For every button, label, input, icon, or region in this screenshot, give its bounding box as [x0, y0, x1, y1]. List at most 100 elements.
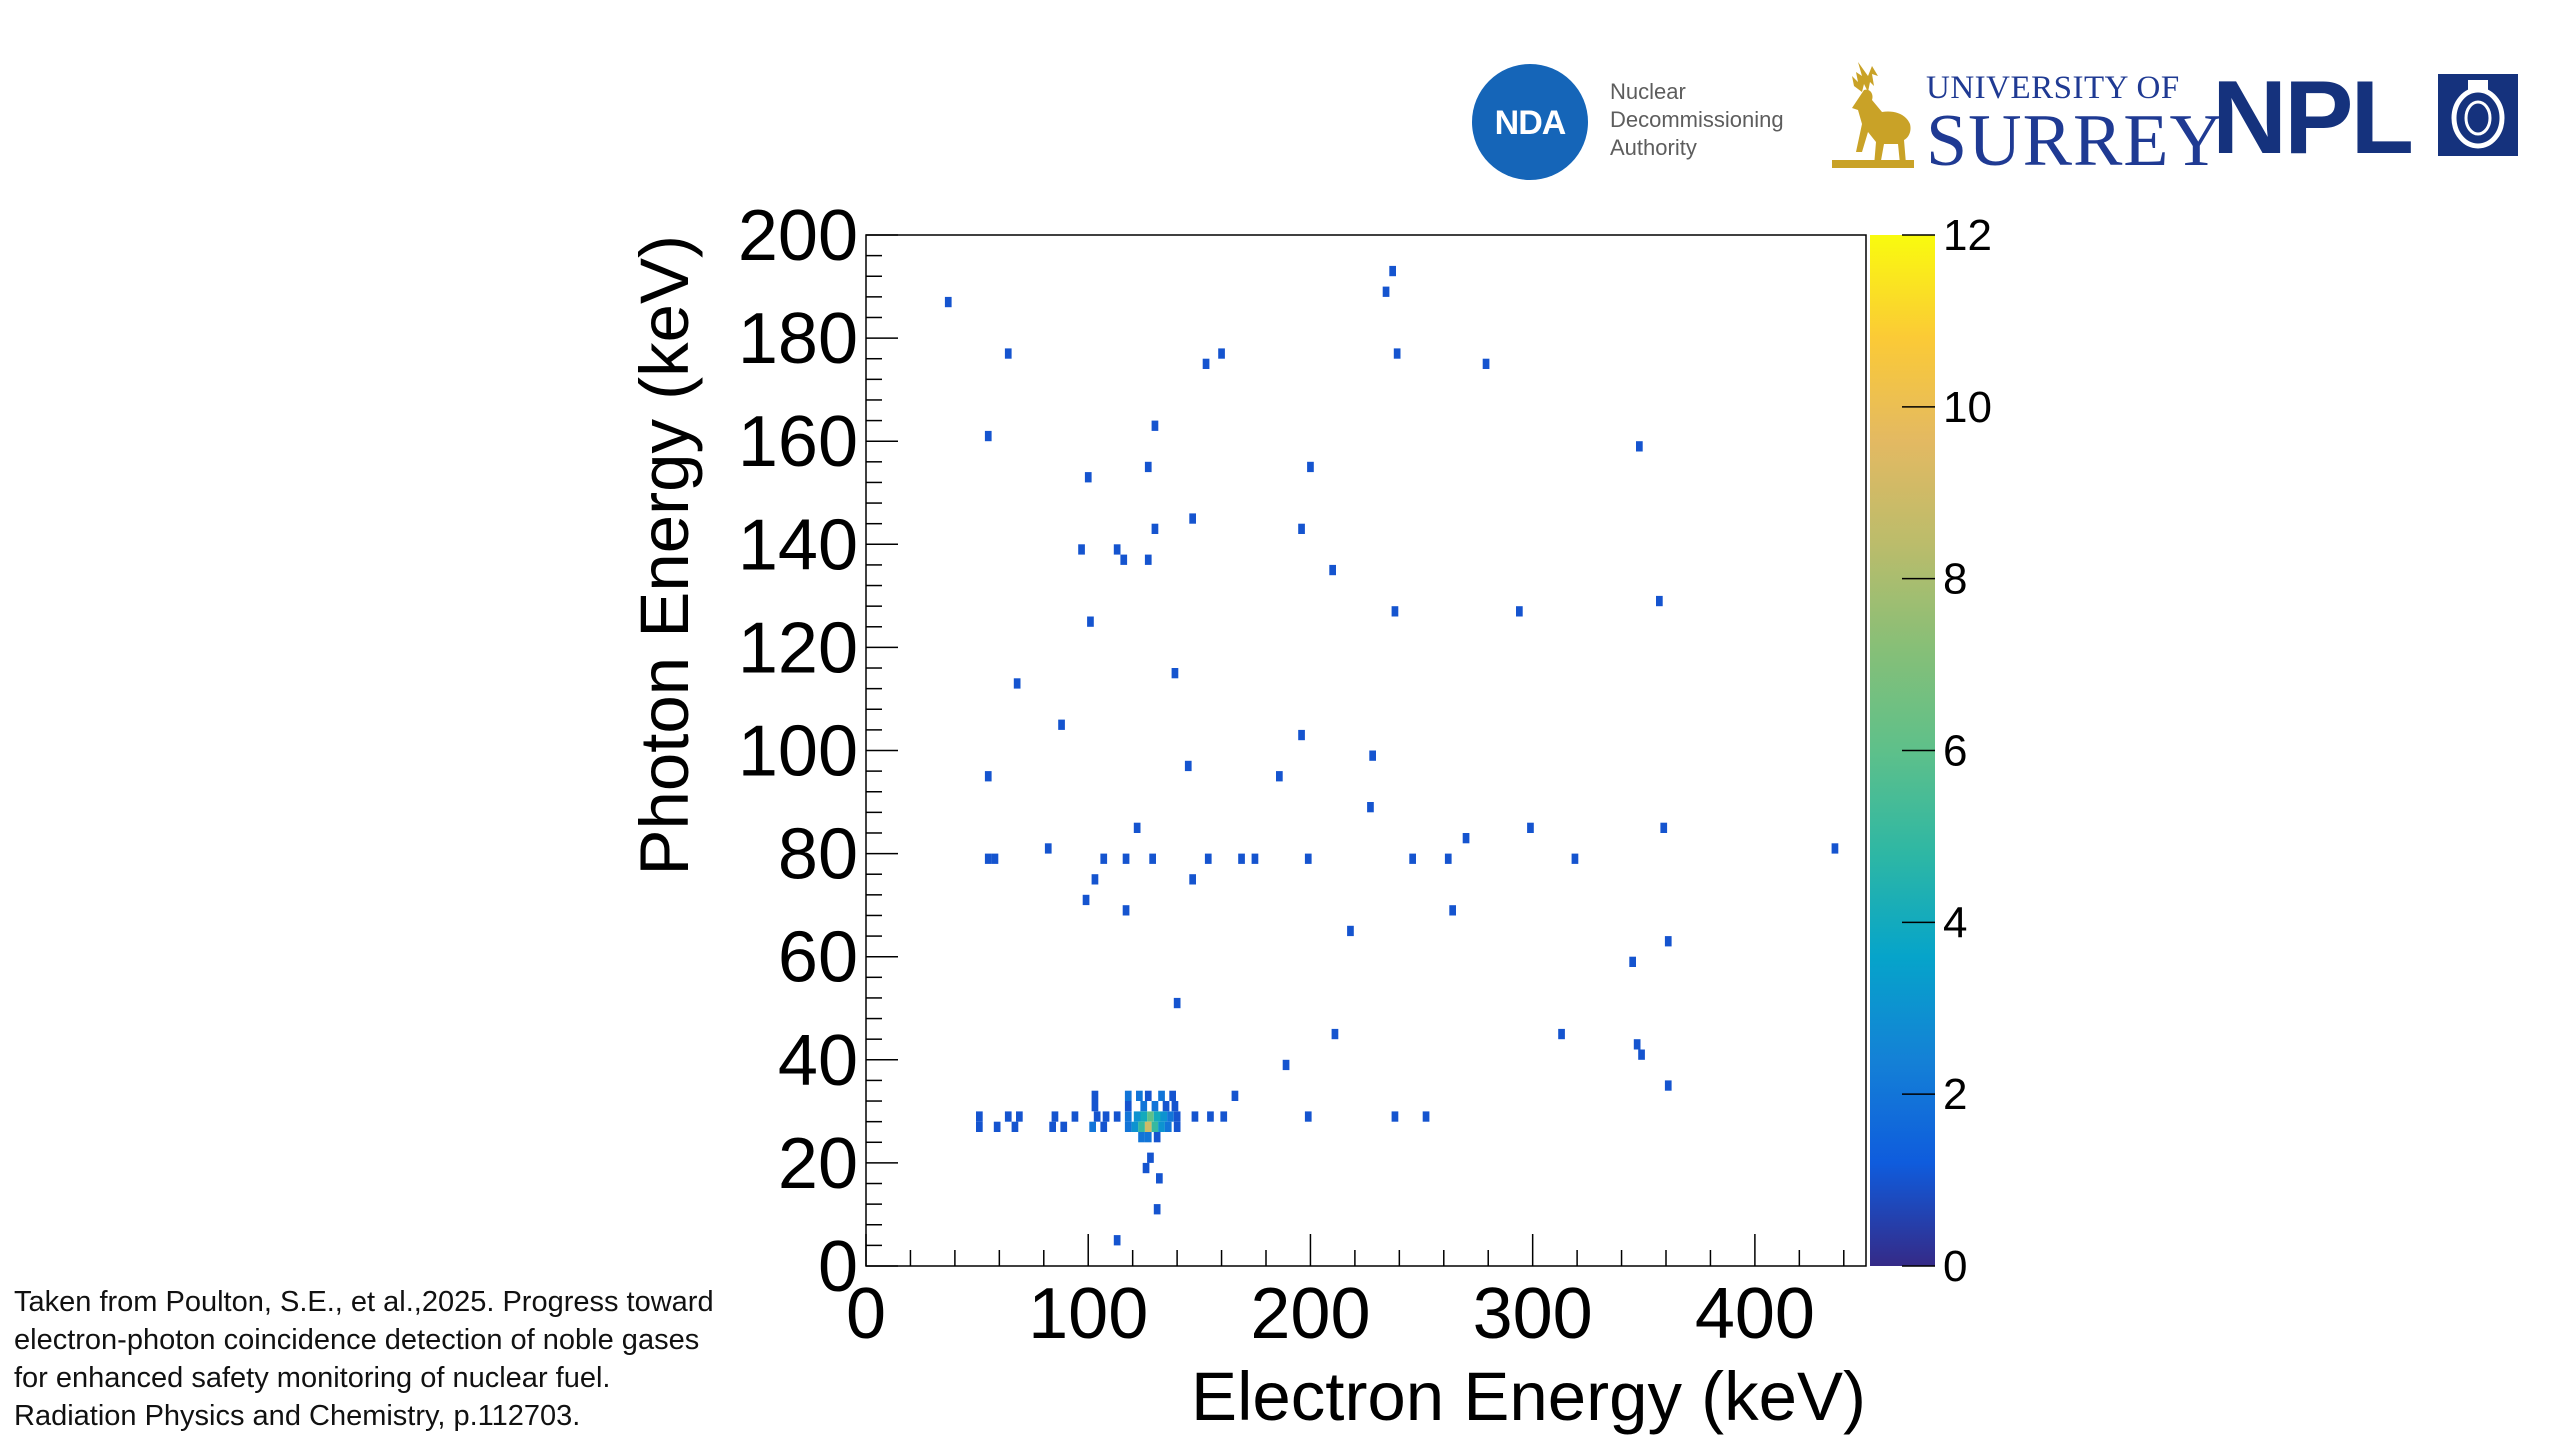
heatmap-bin [1391, 606, 1399, 617]
heatmap-bin [1173, 1111, 1181, 1122]
colorbar-tick-label: 8 [1943, 555, 1967, 604]
heatmap-bin [1162, 1101, 1170, 1112]
heatmap-bin [1051, 1111, 1059, 1122]
surrey-stag-icon [1832, 62, 1914, 168]
heatmap-bin [1389, 265, 1396, 277]
nda-name-line-3: Authority [1610, 135, 1697, 160]
heatmap-bin [1831, 843, 1839, 854]
heatmap-bin [1133, 822, 1141, 833]
x-tick-label: 0 [846, 1274, 886, 1354]
heatmap-bin [1171, 668, 1179, 679]
heatmap-bin [1156, 1173, 1163, 1184]
heatmap-bins [944, 265, 1839, 1246]
heatmap-bin [1660, 822, 1668, 833]
nda-logo-circle [1472, 64, 1588, 180]
heatmap-bin [1100, 1121, 1108, 1132]
heatmap-bin [1220, 1111, 1228, 1122]
heatmap-bin [1304, 853, 1312, 864]
heatmap-bin [1122, 853, 1130, 864]
heatmap-bin [1331, 1028, 1339, 1040]
heatmap-bin [1004, 1111, 1012, 1122]
y-tick-label: 20 [778, 1124, 858, 1204]
heatmap-bin [1167, 1111, 1174, 1122]
heatmap-bin [1091, 1101, 1099, 1112]
citation: Taken from Poulton, S.E., et al.,2025. P… [14, 1283, 824, 1435]
heatmap-bin [1171, 1101, 1179, 1112]
heatmap-bin [1091, 1090, 1099, 1101]
heatmap-bin [1304, 1111, 1312, 1122]
heatmap-bin [1144, 461, 1152, 473]
heatmap-bin [1138, 1132, 1145, 1143]
y-axis: 0 20 40 60 80 100 120 140 160 180 200 [738, 196, 898, 1307]
heatmap-bin [1571, 853, 1579, 864]
citation-line-4: Radiation Physics and Chemistry, p.11270… [14, 1400, 581, 1432]
heatmap-bin [1238, 853, 1245, 864]
heatmap-bin [993, 1121, 1001, 1132]
heatmap-bin [1151, 1101, 1159, 1112]
heatmap-bin [1202, 358, 1210, 369]
heatmap-bin [1189, 513, 1196, 524]
heatmap-bin [1282, 1059, 1290, 1071]
heatmap-bin [1164, 1121, 1172, 1132]
heatmap-bin [1444, 853, 1452, 864]
nda-logo: NDA [1472, 64, 1588, 180]
heatmap-bin [1144, 1121, 1152, 1132]
heatmap-bin [984, 430, 992, 442]
colorbar-axis: 0 2 4 6 8 10 12 [1902, 211, 1992, 1291]
heatmap-bin [1369, 750, 1376, 761]
npl-logo: NPL [2212, 60, 2414, 176]
heatmap-bin [1087, 616, 1094, 627]
heatmap-bin [1133, 1111, 1141, 1122]
heatmap-bin [1113, 1235, 1121, 1246]
heatmap-bin [1307, 461, 1314, 473]
heatmap-bin [1656, 595, 1663, 607]
heatmap-bin [1102, 1111, 1110, 1122]
y-tick-label: 140 [738, 505, 858, 585]
colorbar-tick-label: 6 [1943, 727, 1967, 776]
heatmap-bin [1113, 544, 1121, 555]
citation-line-1: Taken from Poulton, S.E., et al.,2025. P… [14, 1286, 714, 1318]
heatmap-bin [1144, 1132, 1152, 1143]
heatmap-bin [1449, 905, 1456, 916]
y-tick-label: 160 [738, 402, 858, 482]
heatmap-bin [1058, 719, 1065, 730]
heatmap-bin [1091, 874, 1099, 885]
heatmap-bin [1169, 1090, 1176, 1101]
heatmap-bin [1122, 905, 1130, 916]
y-tick-label: 40 [778, 1021, 858, 1101]
heatmap-bin [944, 296, 952, 308]
y-tick-label: 100 [738, 712, 858, 792]
y-axis-label: Photon Energy (keV) [626, 235, 703, 876]
heatmap-bin [1084, 472, 1092, 483]
nda-name: Nuclear Decommissioning Authority [1610, 78, 1784, 162]
heatmap-bin [1347, 925, 1354, 937]
colorbar-tick-label: 0 [1943, 1242, 1967, 1291]
heatmap-bin [1298, 729, 1305, 741]
heatmap-bin [1633, 1039, 1641, 1050]
heatmap-bin [1151, 420, 1159, 431]
plot-area [865, 234, 1867, 1267]
heatmap-bin [991, 853, 999, 864]
x-axis-label: Electron Energy (keV) [1191, 1358, 1866, 1435]
nda-logo-mark: NDA [1495, 104, 1566, 142]
heatmap-bin [1100, 853, 1108, 864]
heatmap-bin [1153, 1111, 1161, 1122]
heatmap-bin [1082, 894, 1090, 906]
y-tick-label: 200 [738, 196, 858, 276]
heatmap-bin [1158, 1090, 1165, 1101]
heatmap-bin [1382, 286, 1390, 297]
heatmap-bin [1409, 853, 1416, 864]
heatmap-bin [1638, 1049, 1645, 1060]
heatmap-bin [1204, 853, 1212, 864]
colorbar-tick-label: 2 [1943, 1070, 1967, 1119]
heatmap-bin [976, 1111, 983, 1122]
npl-crest-icon [2438, 74, 2518, 156]
heatmap-bin [1004, 348, 1012, 359]
colorbar-tick-label: 4 [1943, 898, 1967, 947]
heatmap-bin [1664, 936, 1672, 947]
heatmap-bin [1276, 771, 1283, 782]
heatmap-bin [1151, 1121, 1159, 1132]
x-tick-label: 200 [1250, 1274, 1370, 1354]
heatmap-bin [1329, 564, 1336, 576]
heatmap-bin [1144, 554, 1152, 565]
